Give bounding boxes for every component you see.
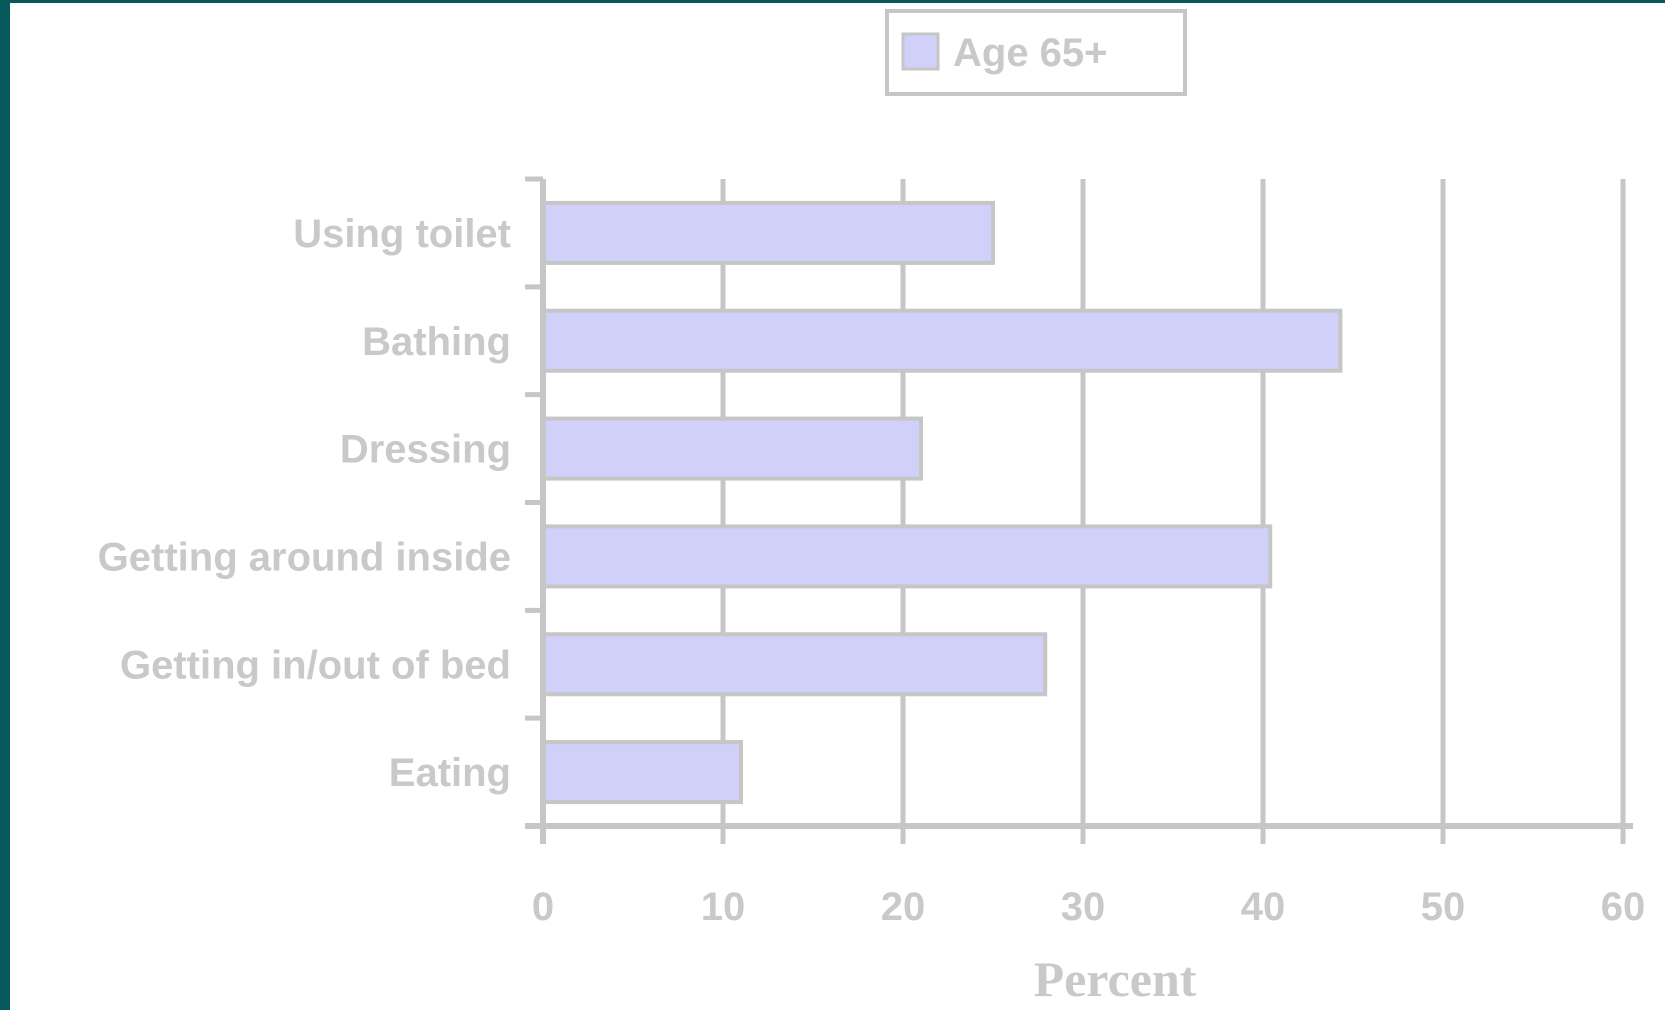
legend[interactable]: Age 65+ bbox=[885, 9, 1187, 96]
bars bbox=[541, 200, 1343, 805]
x-tick-label: 40 bbox=[1241, 885, 1286, 929]
x-tick-labels: 0 10 20 30 40 50 60 bbox=[532, 885, 1645, 929]
category-label: Eating bbox=[389, 751, 511, 795]
x-axis-title: Percent bbox=[1034, 951, 1197, 1007]
category-label: Getting around inside bbox=[98, 535, 511, 579]
x-tick-label: 10 bbox=[701, 885, 746, 929]
bar-5[interactable] bbox=[541, 740, 743, 805]
bar-4[interactable] bbox=[541, 632, 1048, 697]
category-label: Using toilet bbox=[293, 212, 511, 256]
bar-2[interactable] bbox=[541, 416, 923, 481]
category-label: Bathing bbox=[362, 320, 511, 364]
category-label: Dressing bbox=[340, 428, 511, 472]
axes bbox=[525, 176, 1633, 844]
x-tick-label: 30 bbox=[1061, 885, 1106, 929]
chart-panel: Using toilet Bathing Dressing Getting aroun… bbox=[10, 3, 1665, 1010]
legend-label: Age 65+ bbox=[953, 31, 1108, 75]
gridlines bbox=[720, 179, 1626, 844]
x-tick-label: 20 bbox=[881, 885, 926, 929]
bar-1[interactable] bbox=[541, 308, 1343, 373]
x-tick-label: 60 bbox=[1601, 885, 1646, 929]
bar-chart: Using toilet Bathing Dressing Getting aroun… bbox=[98, 9, 1645, 1007]
category-labels: Using toilet Bathing Dressing Getting aroun… bbox=[98, 212, 511, 795]
x-tick-label: 50 bbox=[1421, 885, 1466, 929]
legend-swatch bbox=[901, 32, 940, 71]
bar-0[interactable] bbox=[541, 200, 995, 265]
bar-3[interactable] bbox=[541, 524, 1273, 589]
x-tick-label: 0 bbox=[532, 885, 554, 929]
category-label: Getting in/out of bed bbox=[120, 643, 511, 687]
